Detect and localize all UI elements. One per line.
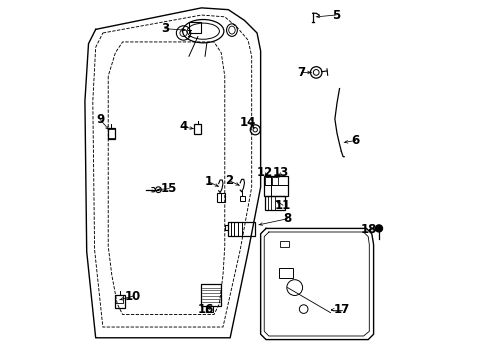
Text: 16: 16 — [198, 303, 214, 316]
Bar — [107, 128, 115, 139]
Text: 12: 12 — [257, 166, 273, 179]
Text: 6: 6 — [351, 134, 359, 147]
Text: 10: 10 — [124, 290, 141, 303]
Text: 17: 17 — [333, 303, 349, 316]
Bar — [115, 295, 124, 308]
Bar — [271, 177, 278, 185]
Bar — [115, 296, 123, 303]
Text: 15: 15 — [161, 182, 177, 195]
Bar — [188, 22, 201, 33]
Text: 4: 4 — [179, 121, 187, 134]
Text: 18: 18 — [360, 223, 377, 236]
Text: 7: 7 — [297, 66, 305, 79]
Bar — [228, 222, 255, 236]
Bar — [216, 193, 225, 202]
Bar — [278, 268, 292, 278]
Text: 14: 14 — [240, 116, 256, 129]
Bar — [240, 196, 244, 201]
Circle shape — [375, 225, 382, 232]
Text: 1: 1 — [204, 175, 212, 188]
Bar — [280, 241, 289, 247]
Text: 2: 2 — [225, 174, 233, 187]
Text: 11: 11 — [274, 199, 290, 212]
Bar — [201, 284, 221, 306]
Bar — [193, 125, 201, 134]
Bar — [264, 177, 270, 185]
Text: 9: 9 — [96, 113, 104, 126]
Text: 8: 8 — [283, 212, 291, 225]
Bar — [108, 129, 115, 138]
Bar — [264, 176, 287, 196]
Text: 5: 5 — [331, 9, 339, 22]
Text: 13: 13 — [272, 166, 288, 179]
Bar — [265, 197, 285, 210]
Bar — [205, 306, 212, 312]
Text: 3: 3 — [161, 22, 169, 35]
